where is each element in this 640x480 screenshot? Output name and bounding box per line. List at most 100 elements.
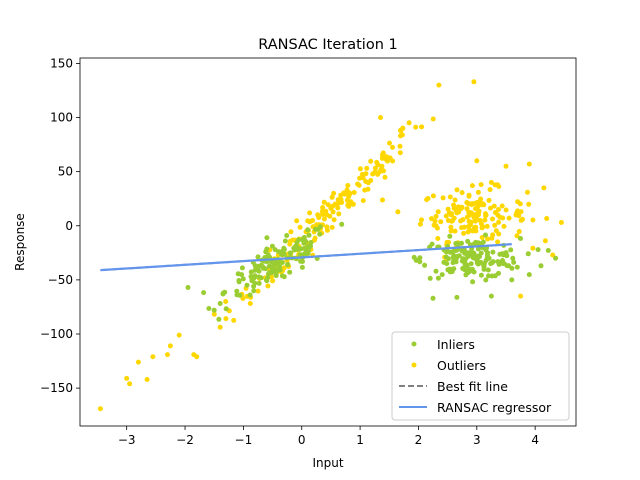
data-point [299,264,305,270]
data-point [489,235,495,241]
y-tick-label: 100 [50,111,73,125]
data-point [211,307,217,313]
data-point [518,236,523,241]
data-point [419,124,425,130]
data-point [445,218,451,223]
data-point [223,299,229,304]
data-point [329,194,335,200]
data-point [478,196,484,202]
data-point [496,270,501,276]
data-point [234,288,240,294]
data-point [380,197,385,203]
y-tick-label: 0 [65,219,73,233]
data-point [320,205,326,210]
data-point [518,293,524,299]
data-point [447,233,453,239]
data-point [495,212,501,218]
legend-inliers-label: Inliers [437,337,475,352]
data-point [331,217,337,223]
data-point [511,259,517,265]
data-point [425,196,431,201]
data-point [216,316,222,322]
x-axis: −3 −2 −1 0 1 2 3 4 [118,426,539,447]
data-point [301,245,307,251]
data-point [301,240,307,246]
x-tick-label: 3 [473,433,481,447]
data-point [387,140,392,146]
data-point [307,210,313,216]
data-point [483,232,488,238]
data-point [530,245,536,251]
data-point [306,232,312,238]
data-point [264,235,270,241]
data-point [467,227,473,233]
y-axis: −150 −100 −50 0 50 100 150 [40,56,80,395]
data-point [459,204,465,210]
data-point [165,352,170,358]
data-point [452,197,458,203]
data-point [398,133,403,139]
data-point [485,267,491,273]
data-point [440,195,446,201]
data-point [475,199,480,205]
data-point [350,201,356,207]
data-point [345,183,351,188]
data-point [518,209,524,215]
data-point [459,225,465,231]
data-point [462,257,468,263]
data-point [451,205,457,211]
data-point [282,238,288,244]
data-point [496,184,502,189]
data-point [545,248,551,253]
data-point [450,218,455,224]
data-point [445,267,451,273]
data-point [433,268,439,274]
y-tick-label: −50 [48,273,73,287]
data-point [223,316,229,322]
data-point [550,252,556,258]
data-point [538,263,544,269]
data-point [464,206,470,212]
data-point [501,223,507,229]
data-point [301,235,306,241]
data-point [465,238,471,244]
data-point [491,203,497,209]
legend-box [391,331,570,421]
data-point [485,236,491,242]
data-point [448,212,454,218]
x-tick-label: 2 [415,433,423,447]
data-point [305,227,311,233]
data-point [299,252,305,258]
data-point [252,280,258,286]
data-point [256,263,262,269]
data-point [495,259,501,265]
data-point [315,212,321,218]
fit-lines [100,243,512,272]
data-point [124,375,130,381]
data-point [454,247,460,253]
legend-outliers-label: Outliers [437,358,486,373]
data-point [357,166,363,172]
data-point [496,231,502,237]
data-point [471,79,477,85]
data-point [489,273,495,279]
data-point [439,272,445,278]
data-point [411,254,417,260]
data-point [270,278,276,284]
data-point [321,199,327,205]
data-point [397,128,403,133]
data-point [454,255,459,261]
data-point [466,193,472,199]
data-point [468,261,474,267]
data-point [447,194,453,200]
legend-inliers-marker [411,341,417,347]
data-point [422,262,428,268]
data-point [127,381,133,387]
data-point [446,239,452,245]
data-point [495,239,501,245]
data-point [255,288,261,294]
data-point [217,301,223,306]
data-point [276,267,282,273]
data-point [252,267,258,273]
